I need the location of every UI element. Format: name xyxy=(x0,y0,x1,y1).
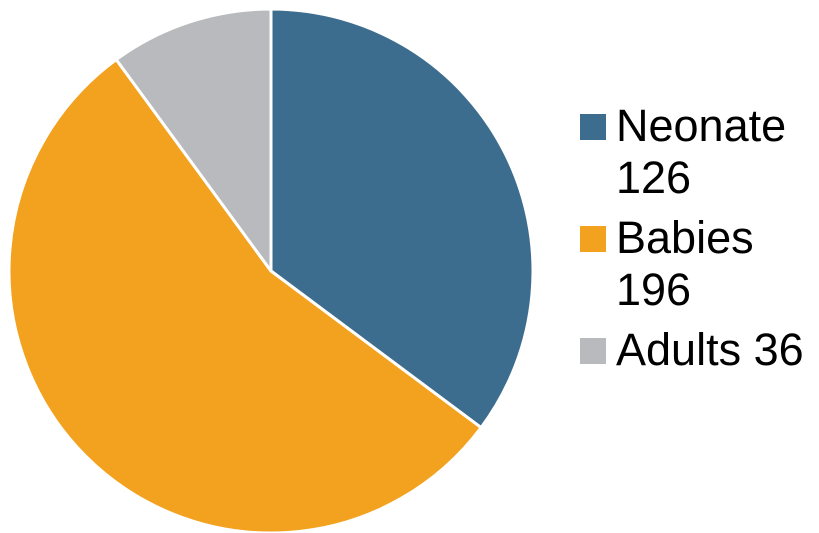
legend-swatch-neonate xyxy=(580,114,606,140)
legend-label-neonate: Neonate xyxy=(616,100,787,151)
legend-item-adults: Adults 36 xyxy=(580,324,819,376)
legend: Neonate 126 Babies 196 Adults 36 xyxy=(580,100,819,384)
legend-value-neonate: 126 xyxy=(616,152,692,203)
legend-item-babies: Babies 196 xyxy=(580,212,819,316)
legend-swatch-babies xyxy=(580,226,606,252)
legend-item-neonate: Neonate 126 xyxy=(580,100,819,204)
legend-value-adults: 36 xyxy=(753,324,804,375)
pie-slice-adults xyxy=(114,7,273,273)
legend-label-adults: Adults xyxy=(616,324,742,375)
legend-value-babies: 196 xyxy=(616,264,692,315)
legend-label-babies: Babies xyxy=(616,212,754,263)
pie-slices xyxy=(7,7,535,533)
legend-swatch-adults xyxy=(580,338,606,364)
pie-slice-neonate xyxy=(269,7,535,430)
pie-slice-babies xyxy=(7,58,483,533)
